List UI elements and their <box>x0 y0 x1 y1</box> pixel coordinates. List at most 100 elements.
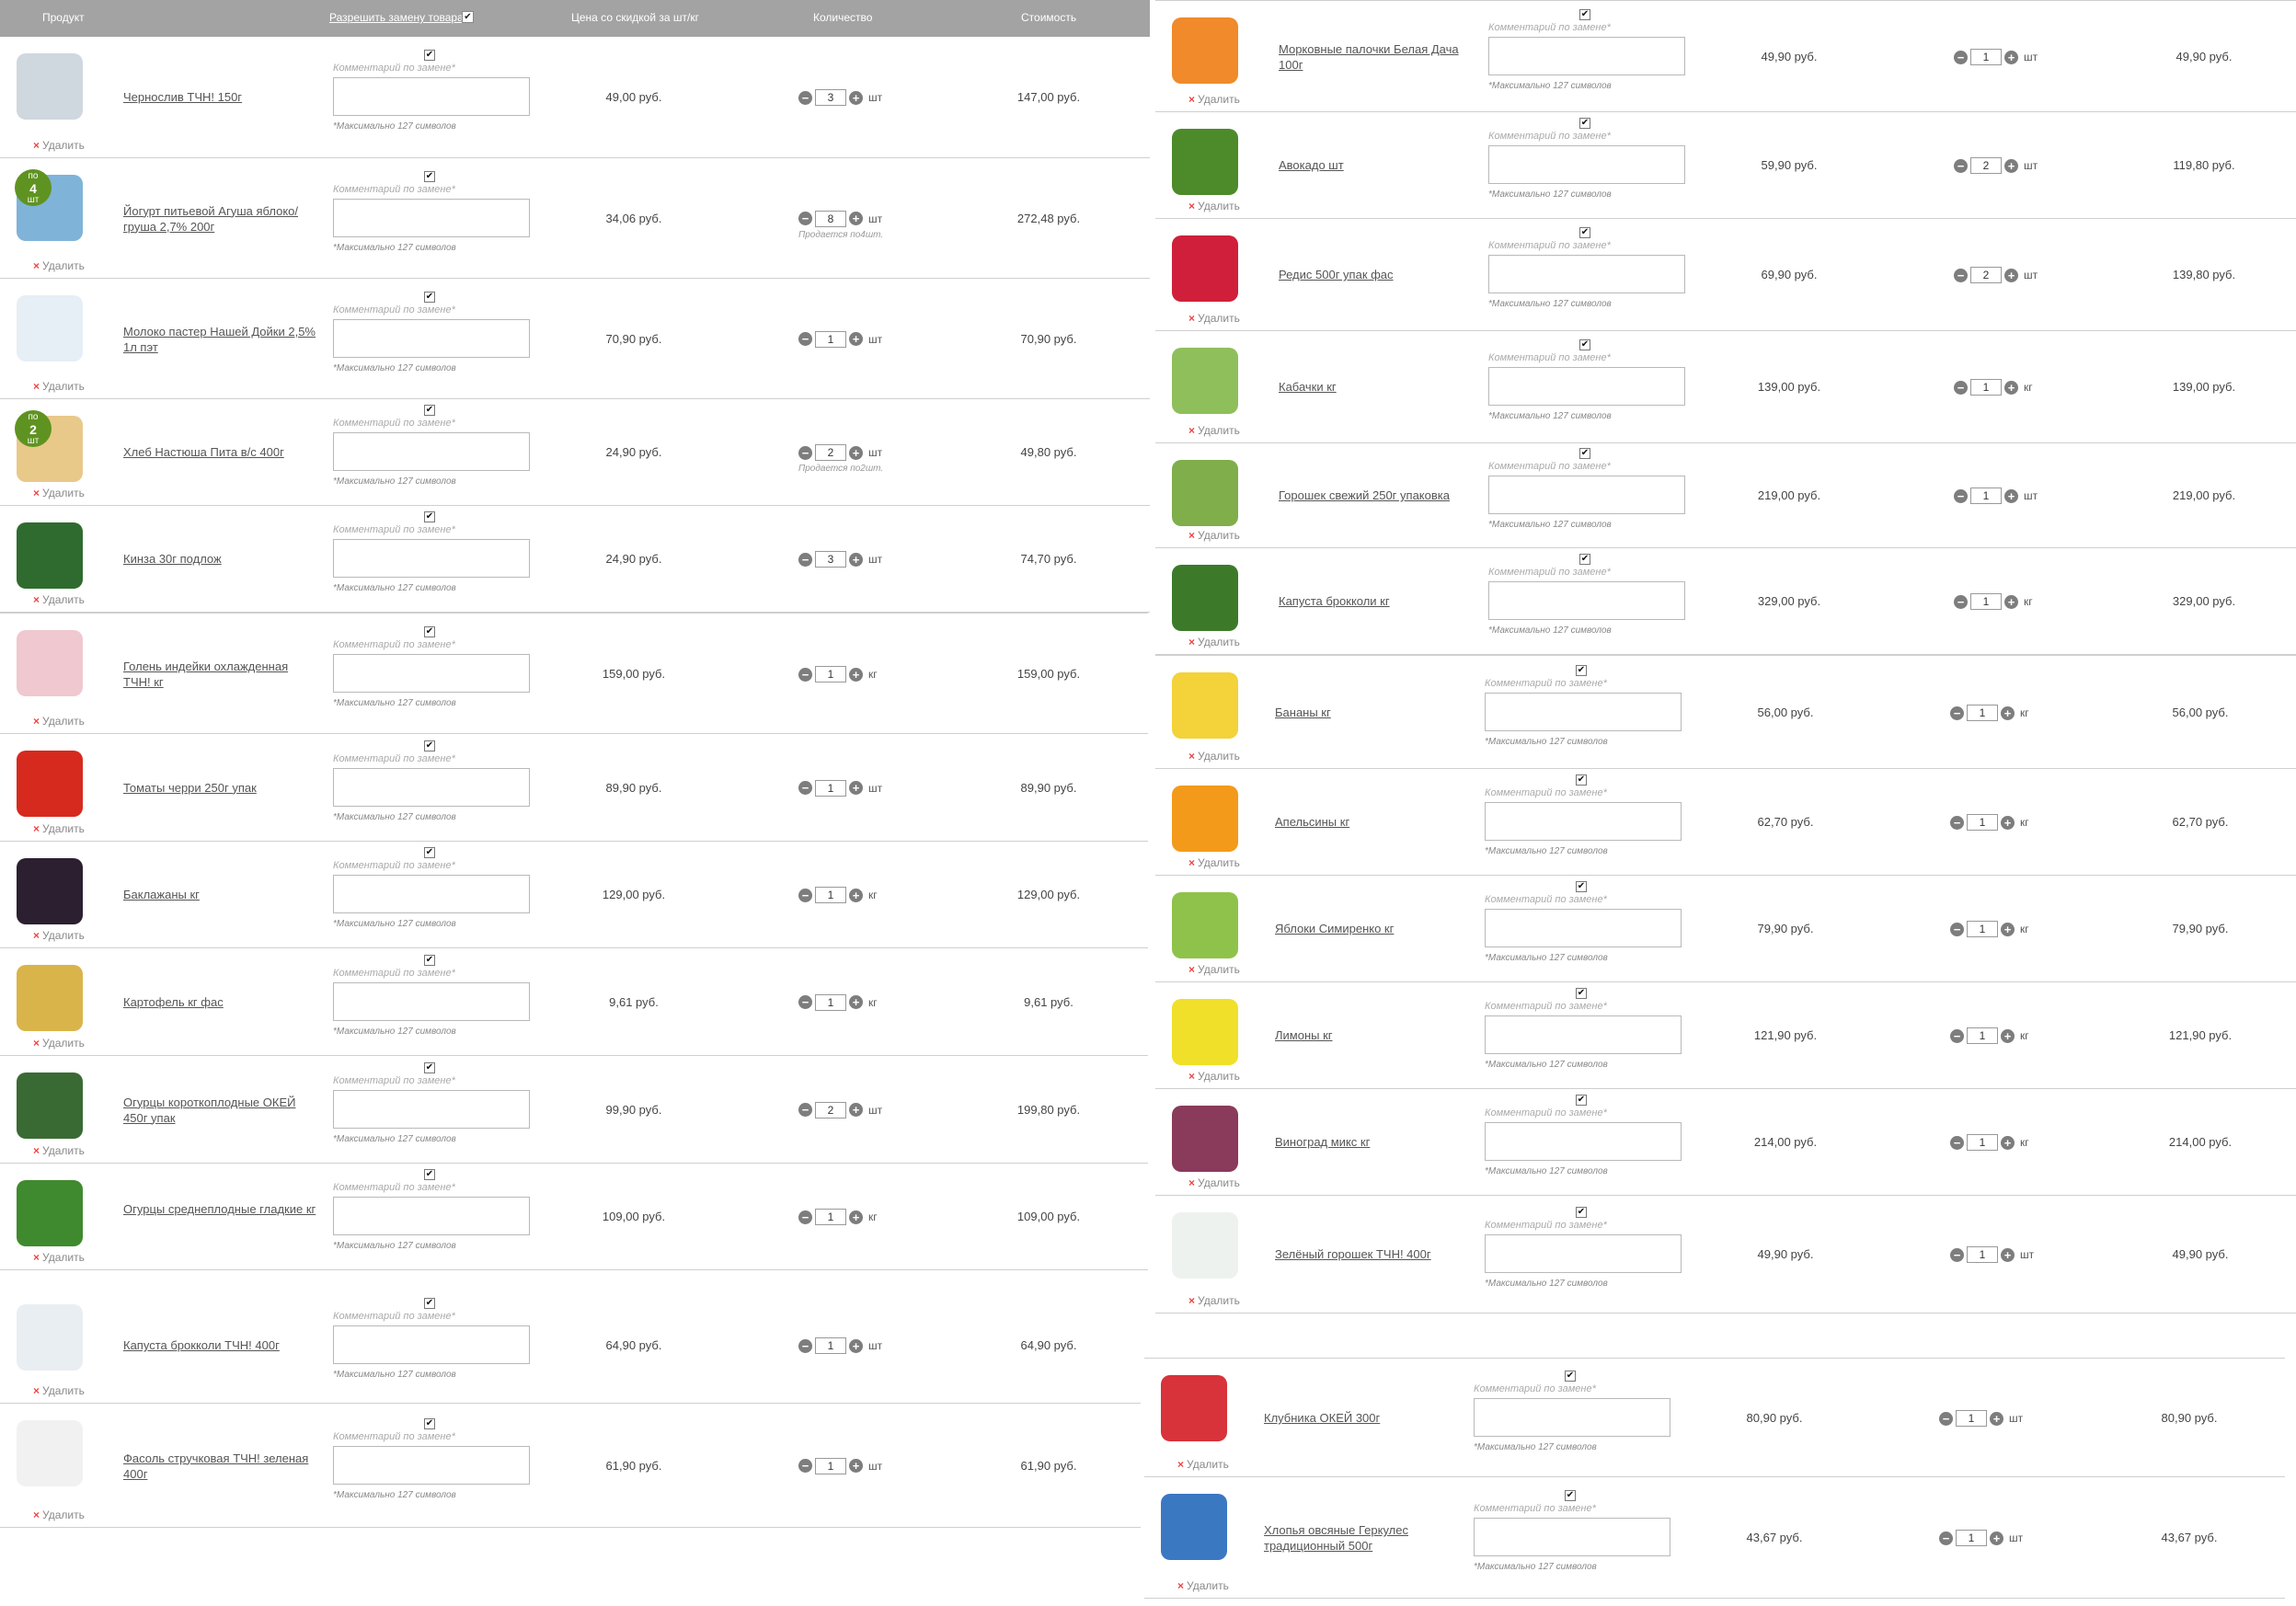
product-image[interactable] <box>1166 453 1244 533</box>
decrease-quantity-button[interactable]: − <box>1950 1247 1964 1262</box>
delete-item-button[interactable]: × Удалить <box>33 487 85 499</box>
decrease-quantity-button[interactable]: − <box>1954 488 1968 503</box>
allow-replacement-all-link[interactable]: Разрешить замену товара <box>329 11 464 24</box>
decrease-quantity-button[interactable]: − <box>1939 1411 1953 1426</box>
increase-quantity-button[interactable]: + <box>2004 594 2018 609</box>
product-image[interactable] <box>11 743 88 824</box>
increase-quantity-button[interactable]: + <box>2001 1028 2015 1043</box>
decrease-quantity-button[interactable]: − <box>798 995 812 1009</box>
quantity-input[interactable]: 1 <box>1967 705 1998 721</box>
replacement-comment-input[interactable] <box>1485 909 1682 947</box>
replacement-comment-input[interactable] <box>1485 1234 1682 1273</box>
allow-replacement-checkbox[interactable]: ✔ <box>424 511 435 522</box>
decrease-quantity-button[interactable]: − <box>798 781 812 795</box>
product-name-link[interactable]: Яблоки Симиренко кг <box>1275 922 1395 935</box>
delete-item-button[interactable]: × Удалить <box>33 1251 85 1264</box>
product-image[interactable] <box>1166 1205 1244 1286</box>
delete-item-button[interactable]: × Удалить <box>1188 312 1240 325</box>
allow-replacement-checkbox[interactable]: ✔ <box>424 170 435 182</box>
delete-item-button[interactable]: × Удалить <box>1188 1294 1240 1307</box>
product-image[interactable] <box>11 46 88 127</box>
quantity-input[interactable]: 1 <box>815 330 846 348</box>
delete-item-button[interactable]: × Удалить <box>1188 1176 1240 1189</box>
product-image[interactable] <box>11 851 88 932</box>
allow-replacement-checkbox[interactable]: ✔ <box>1576 774 1587 786</box>
quantity-input[interactable]: 1 <box>815 993 846 1011</box>
quantity-input[interactable]: 1 <box>1967 1246 1998 1263</box>
allow-replacement-checkbox[interactable]: ✔ <box>424 740 435 751</box>
product-name-link[interactable]: Морковные палочки Белая Дача 100г <box>1279 42 1459 72</box>
decrease-quantity-button[interactable]: − <box>1950 705 1964 720</box>
product-image[interactable] <box>1166 665 1244 746</box>
product-image[interactable] <box>1155 1486 1233 1567</box>
decrease-quantity-button[interactable]: − <box>798 552 812 567</box>
allow-replacement-checkbox[interactable]: ✔ <box>424 1061 435 1073</box>
decrease-quantity-button[interactable]: − <box>1950 922 1964 936</box>
increase-quantity-button[interactable]: + <box>2001 1247 2015 1262</box>
delete-item-button[interactable]: × Удалить <box>33 593 85 606</box>
product-name-link[interactable]: Лимоны кг <box>1275 1028 1333 1042</box>
increase-quantity-button[interactable]: + <box>849 332 863 346</box>
allow-replacement-checkbox[interactable]: ✔ <box>1579 227 1590 238</box>
replacement-comment-input[interactable] <box>1485 802 1682 841</box>
replacement-comment-input[interactable] <box>1488 581 1685 620</box>
delete-item-button[interactable]: × Удалить <box>33 380 85 393</box>
product-name-link[interactable]: Молоко пастер Нашей Дойки 2,5% 1л пэт <box>123 324 316 354</box>
decrease-quantity-button[interactable]: − <box>798 332 812 346</box>
increase-quantity-button[interactable]: + <box>849 1459 863 1473</box>
replacement-comment-input[interactable] <box>1488 37 1685 75</box>
allow-replacement-checkbox[interactable]: ✔ <box>1565 1490 1576 1501</box>
replacement-comment-input[interactable] <box>1488 145 1685 184</box>
delete-item-button[interactable]: × Удалить <box>33 929 85 942</box>
decrease-quantity-button[interactable]: − <box>798 1103 812 1117</box>
increase-quantity-button[interactable]: + <box>2004 488 2018 503</box>
decrease-quantity-button[interactable]: − <box>798 1210 812 1224</box>
decrease-quantity-button[interactable]: − <box>798 212 812 225</box>
delete-item-button[interactable]: × Удалить <box>33 1037 85 1050</box>
decrease-quantity-button[interactable]: − <box>1954 50 1968 64</box>
product-name-link[interactable]: Горошек свежий 250г упаковка <box>1279 488 1450 502</box>
replacement-comment-input[interactable] <box>1485 1015 1682 1054</box>
product-image[interactable] <box>1166 10 1244 91</box>
allow-replacement-checkbox[interactable]: ✔ <box>1579 118 1590 129</box>
quantity-input[interactable]: 1 <box>1970 488 2002 504</box>
product-name-link[interactable]: Зелёный горошек ТЧН! 400г <box>1275 1247 1431 1261</box>
replacement-comment-input[interactable] <box>1488 476 1685 514</box>
allow-replacement-checkbox[interactable]: ✔ <box>424 626 435 637</box>
increase-quantity-button[interactable]: + <box>2004 158 2018 173</box>
decrease-quantity-button[interactable]: − <box>1950 1135 1964 1150</box>
quantity-input[interactable]: 1 <box>1970 593 2002 610</box>
replacement-comment-input[interactable] <box>1488 255 1685 293</box>
product-name-link[interactable]: Чернослив ТЧН! 150г <box>123 90 243 104</box>
delete-item-button[interactable]: × Удалить <box>1188 529 1240 542</box>
replacement-comment-input[interactable] <box>333 1089 530 1129</box>
product-name-link[interactable]: Голень индейки охлажденная ТЧН! кг <box>123 660 289 689</box>
product-image[interactable] <box>11 1297 88 1378</box>
allow-replacement-checkbox[interactable]: ✔ <box>424 50 435 61</box>
product-name-link[interactable]: Баклажаны кг <box>123 888 200 901</box>
delete-item-button[interactable]: × Удалить <box>33 822 85 835</box>
product-name-link[interactable]: Фасоль стручковая ТЧН! зеленая 400г <box>123 1451 309 1481</box>
delete-item-button[interactable]: × Удалить <box>1177 1458 1229 1471</box>
quantity-input[interactable]: 1 <box>815 779 846 797</box>
product-image[interactable] <box>1166 228 1244 309</box>
quantity-input[interactable]: 1 <box>1956 1530 1987 1546</box>
allow-replacement-checkbox[interactable]: ✔ <box>1565 1371 1576 1382</box>
product-name-link[interactable]: Капуста брокколи ТЧН! 400г <box>123 1338 280 1352</box>
quantity-input[interactable]: 2 <box>1970 157 2002 174</box>
increase-quantity-button[interactable]: + <box>849 1338 863 1353</box>
product-name-link[interactable]: Томаты черри 250г упак <box>123 780 257 795</box>
increase-quantity-button[interactable]: + <box>849 90 863 105</box>
allow-replacement-all-checkbox[interactable]: ✔ <box>462 11 474 23</box>
product-image[interactable] <box>1166 557 1244 638</box>
product-name-link[interactable]: Кабачки кг <box>1279 380 1337 394</box>
delete-item-button[interactable]: × Удалить <box>33 1144 85 1157</box>
product-image[interactable] <box>1166 992 1244 1073</box>
decrease-quantity-button[interactable]: − <box>798 667 812 682</box>
product-image[interactable] <box>1155 1368 1233 1449</box>
quantity-input[interactable]: 1 <box>815 1337 846 1354</box>
delete-item-button[interactable]: × Удалить <box>33 259 85 272</box>
allow-replacement-checkbox[interactable]: ✔ <box>424 1417 435 1429</box>
replacement-comment-input[interactable] <box>333 539 530 578</box>
product-name-link[interactable]: Хлеб Настюша Пита в/с 400г <box>123 445 284 459</box>
